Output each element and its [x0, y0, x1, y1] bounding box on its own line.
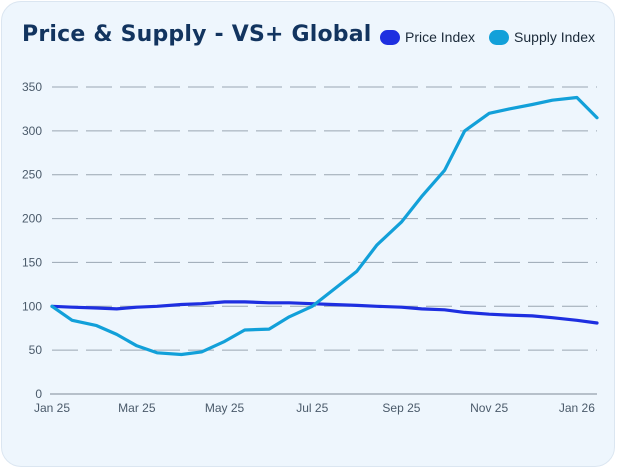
legend-swatch-supply: [489, 29, 510, 45]
x-tick-label: Nov 25: [470, 401, 508, 415]
y-tick-label: 100: [22, 299, 42, 313]
y-tick-label: 0: [35, 387, 42, 401]
legend-item-supply[interactable]: Supply Index: [489, 29, 595, 45]
x-tick-label: Jul 25: [296, 401, 328, 415]
x-tick-label: May 25: [205, 401, 245, 415]
legend-item-price[interactable]: Price Index: [380, 29, 475, 45]
x-tick-label: Jan 25: [34, 401, 70, 415]
x-tick-label: Sep 25: [382, 401, 420, 415]
legend: Price Index Supply Index: [380, 29, 595, 45]
x-tick-label: Mar 25: [118, 401, 156, 415]
chart-title: Price & Supply - VS+ Global: [22, 22, 372, 47]
x-tick-label: Jan 26: [559, 401, 595, 415]
series-line-supply-index: [50, 95, 599, 357]
y-tick-label: 200: [22, 212, 42, 226]
legend-label-supply: Supply Index: [514, 29, 595, 45]
y-tick-label: 300: [22, 124, 42, 138]
legend-swatch-price: [380, 29, 400, 45]
series-line-price-index: [50, 300, 599, 325]
y-tick-label: 350: [22, 80, 42, 94]
y-tick-label: 250: [22, 168, 42, 182]
y-tick-label: 150: [22, 255, 42, 269]
y-tick-label: 50: [29, 343, 43, 357]
legend-label-price: Price Index: [405, 29, 476, 45]
